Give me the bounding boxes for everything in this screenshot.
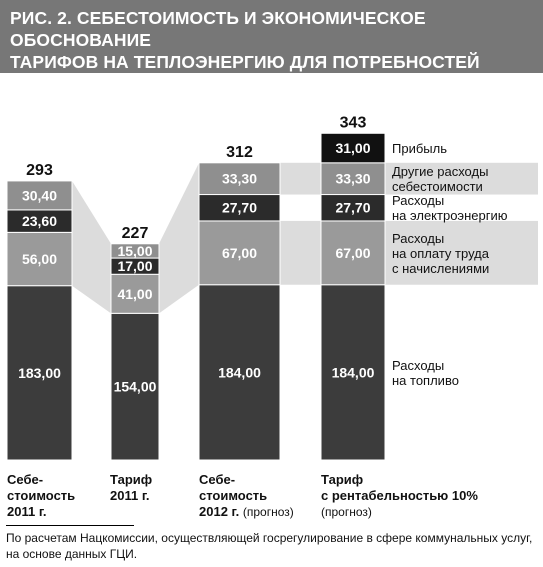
- bar-segment: [110, 243, 160, 259]
- segment-value-label: 33,30: [222, 171, 257, 187]
- series-label: на электроэнергию: [392, 208, 508, 223]
- footnote-divider: [6, 525, 134, 526]
- segment-value-label: 33,30: [335, 171, 370, 187]
- series-label: на топливо: [392, 373, 459, 388]
- chart-title-line-1: РИС. 2. СЕБЕСТОИМОСТЬ И ЭКОНОМИЧЕСКОЕ ОБ…: [10, 8, 426, 50]
- category-label-3-note: (прогноз): [242, 505, 294, 519]
- segment-value-label: 41,00: [117, 286, 152, 302]
- segment-value-label: 67,00: [222, 245, 257, 261]
- category-label-4-line-1: Тариф: [321, 472, 364, 487]
- bar-total-label: 312: [226, 144, 253, 161]
- category-label-1-line-2: стоимость: [7, 488, 76, 503]
- series-label: с начислениями: [392, 261, 489, 276]
- segment-value-label: 23,60: [22, 213, 57, 229]
- segment-value-label: 67,00: [335, 245, 370, 261]
- bar-segment: [6, 285, 73, 461]
- series-label: Расходы: [392, 193, 444, 208]
- category-label-2: Тариф 2011 г.: [110, 472, 152, 504]
- category-label-2-line-1: Тариф: [110, 472, 153, 487]
- category-label-4-line-3: (прогноз): [321, 505, 372, 519]
- category-label-1-line-3: 2011 г.: [7, 504, 47, 519]
- category-label-1-line-1: Себе-: [7, 472, 44, 487]
- bar-total-label: 293: [26, 162, 53, 179]
- bar-segment: [320, 284, 386, 461]
- bar-segment: [198, 284, 281, 461]
- segment-value-label: 184,00: [218, 364, 261, 380]
- category-label-3-line-2: стоимость: [199, 488, 268, 503]
- footnote: По расчетам Нацкомиссии, осуществляющей …: [6, 531, 533, 561]
- series-label: Прибыль: [392, 141, 447, 156]
- segment-value-label: 17,00: [117, 258, 152, 274]
- bar-segment: [320, 194, 386, 222]
- segment-value-label: 27,70: [335, 200, 370, 216]
- category-label-3-line-3: 2012 г.: [199, 504, 240, 519]
- bar-segment: [110, 312, 160, 461]
- category-label-3-line-1: Себе-: [199, 472, 236, 487]
- category-label-4: Тариф с рентабельностью 10% (прогноз): [321, 472, 478, 520]
- segment-value-label: 154,00: [114, 379, 157, 395]
- bar-segment: [198, 162, 281, 196]
- category-label-1: Себе- стоимость 2011 г.: [7, 472, 75, 520]
- chart-unit: грн./Гкал: [10, 99, 67, 113]
- chart-title-line-2: ТАРИФОВ НА ТЕПЛОЭНЕРГИЮ ДЛЯ ПОТРЕБНОСТЕЙ…: [10, 51, 533, 95]
- series-label: на оплату труда: [392, 246, 490, 261]
- category-label-4-line-2: с рентабельностью 10%: [321, 488, 478, 503]
- segment-value-label: 30,40: [22, 187, 57, 203]
- bar-total-label: 343: [340, 114, 367, 131]
- connector-1: [72, 180, 111, 314]
- series-label: Расходы: [392, 358, 444, 373]
- chart-header: РИС. 2. СЕБЕСТОИМОСТЬ И ЭКОНОМИЧЕСКОЕ ОБ…: [0, 0, 543, 113]
- segment-value-label: 56,00: [22, 251, 57, 267]
- bar-segment: [198, 194, 281, 222]
- bar-total-label: 227: [122, 225, 149, 242]
- series-label: себестоимости: [392, 179, 483, 194]
- segment-value-label: 31,00: [335, 140, 370, 156]
- segment-value-label: 27,70: [222, 200, 257, 216]
- bar-segment: [320, 220, 386, 286]
- series-label: Другие расходы: [392, 164, 488, 179]
- bar-segment: [6, 231, 73, 287]
- bar-segment: [320, 132, 386, 164]
- chart-title-line-2-text: ТАРИФОВ НА ТЕПЛОЭНЕРГИЮ ДЛЯ ПОТРЕБНОСТЕЙ…: [10, 52, 480, 94]
- category-label-2-line-2: 2011 г.: [110, 488, 150, 503]
- bar-segment: [6, 180, 73, 211]
- segment-value-label: 183,00: [18, 365, 61, 381]
- segment-value-label: 15,00: [117, 243, 152, 259]
- connector-2: [159, 162, 199, 314]
- category-label-3: Себе- стоимость 2012 г. (прогноз): [199, 472, 294, 520]
- series-label: Расходы: [392, 231, 444, 246]
- bar-segment: [320, 162, 386, 196]
- segment-value-label: 184,00: [332, 364, 375, 380]
- stacked-bar-chart: 183,00 154,00 184,00 184,00 56,00 41,00 67,00 6…: [6, 114, 538, 461]
